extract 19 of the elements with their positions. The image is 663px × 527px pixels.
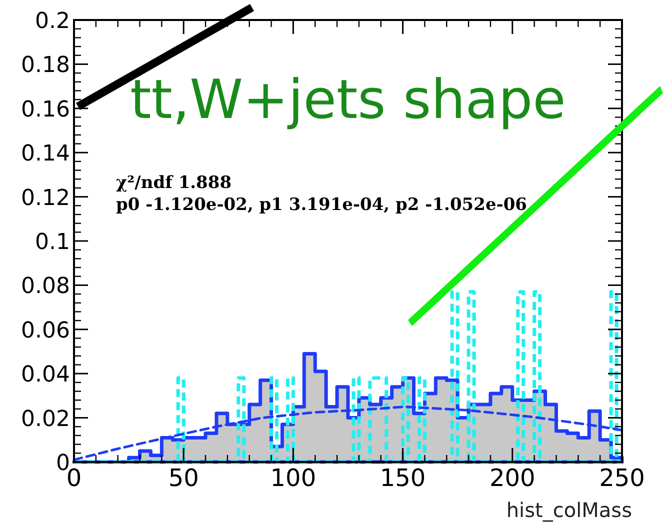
y-tick-label: 0.18 [21,53,70,78]
x-tick-label: 150 [380,464,426,492]
y-tick-label: 0.02 [21,406,70,432]
y-tick-label: 0.12 [21,186,70,211]
annotation: χ²/ndf 1.888 [116,173,232,193]
text: tt,W+jets shape [130,68,566,131]
y-tick-label: 0.14 [21,142,70,167]
y-tick-label: 0.1 [35,230,70,255]
x-tick-label: 50 [168,464,199,492]
x-tick-label: 200 [489,464,536,492]
y-tick-label: 0.08 [21,274,70,300]
y-tick-label: 0.16 [21,97,70,122]
annotation: p0 -1.120e-02, p1 3.191e-04, p2 -1.052e-06 [116,195,527,215]
y-tick-label: 0.2 [35,9,70,34]
y-tick-label: 0.04 [21,362,70,388]
x-axis-title: hist_colMass [506,498,632,522]
x-tick-label: 250 [599,464,645,492]
x-tick-label: 100 [270,464,316,492]
y-tick-label: 0.06 [21,318,70,344]
